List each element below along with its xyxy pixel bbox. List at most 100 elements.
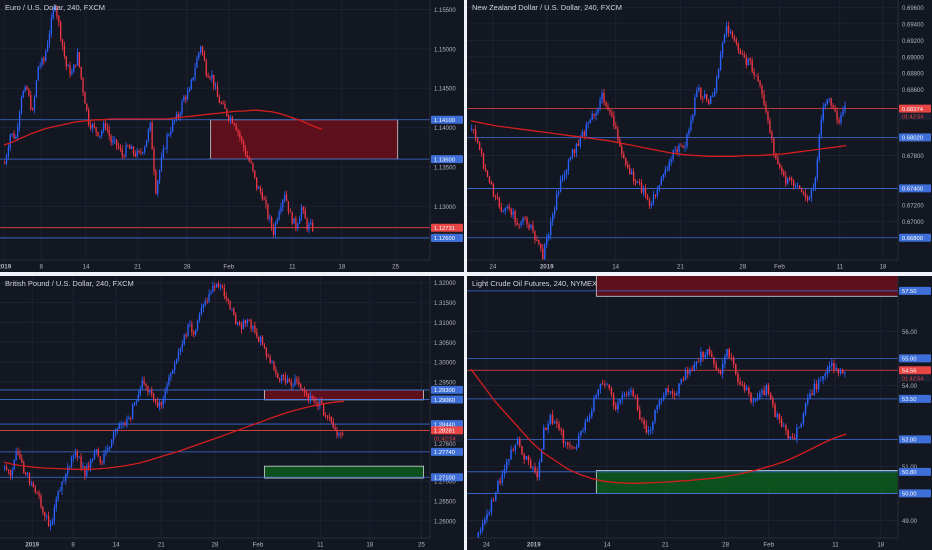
candle-body (738, 43, 739, 50)
candle-body (615, 126, 616, 129)
candle (199, 312, 200, 322)
candle (61, 482, 62, 495)
candle-body (796, 428, 798, 439)
candle-body (127, 145, 128, 146)
candle (185, 95, 186, 104)
candle (567, 441, 569, 449)
candle (748, 58, 749, 66)
candle-body (331, 417, 332, 421)
candle (209, 76, 210, 81)
candle-body (641, 419, 643, 420)
candle-body (518, 225, 519, 226)
candle-body (536, 240, 537, 241)
candle-body (282, 200, 283, 207)
candle (155, 169, 156, 195)
time-axis-background (0, 538, 464, 550)
candle-body (680, 379, 682, 383)
candle-body (829, 98, 830, 99)
candle-body (811, 394, 813, 396)
chart-canvas-gbpusd[interactable]: 1.320001.315001.310001.305001.300001.295… (0, 276, 464, 550)
candle (56, 496, 57, 511)
candle-body (569, 445, 571, 447)
candle-body (39, 65, 40, 66)
candle-body (32, 109, 33, 110)
candle (759, 80, 760, 89)
candle-body (718, 70, 719, 78)
time-axis-tick-label: 11 (837, 264, 844, 271)
candle (672, 149, 673, 162)
candle-body (34, 97, 35, 110)
candle-body (245, 148, 246, 155)
chart-pane-crude-oil[interactable]: 56.0054.0051.0049.0057.5055.0054.5601:42… (467, 276, 932, 550)
candle (807, 394, 809, 407)
candle (560, 176, 561, 193)
candle (624, 392, 626, 398)
candle-body (291, 213, 292, 224)
candle (82, 77, 83, 96)
candle (565, 441, 567, 447)
candle-body (65, 474, 66, 481)
candle-body (748, 388, 750, 394)
candle (119, 422, 120, 429)
candle-body (305, 210, 306, 219)
candle-body (562, 177, 563, 180)
candle (499, 197, 500, 209)
candle (254, 322, 255, 335)
candle (689, 368, 691, 376)
candle (231, 309, 232, 312)
candle-body (79, 52, 80, 67)
candle (107, 123, 108, 133)
candle-body (534, 231, 535, 240)
candle (785, 171, 786, 187)
candle (629, 164, 630, 175)
chart-pane-gbpusd[interactable]: 1.32000 1.31500 1.31000 1.30500 1.30000 1.295… (0, 276, 464, 550)
candle (613, 392, 615, 409)
candle (635, 179, 636, 186)
candle (284, 191, 285, 203)
time-axis-tick-label: 18 (366, 542, 373, 549)
candle (572, 149, 573, 160)
candle (19, 110, 20, 131)
candle (566, 169, 567, 180)
chart-canvas-eurusd[interactable]: 1.155001.150001.145001.140001.135001.130… (0, 0, 464, 272)
candle-body (47, 44, 48, 52)
candle-body (110, 136, 111, 142)
candle-body (189, 89, 190, 92)
candle (134, 402, 135, 406)
candle-body (109, 130, 110, 136)
candle-body (632, 390, 634, 396)
candle-body (218, 284, 219, 287)
candle (306, 217, 307, 232)
candle-body (571, 446, 573, 447)
candle (526, 456, 528, 460)
chart-pane-nzdusd[interactable]: 0.69600 0.69400 0.69200 0.69000 0.68800 0.686… (467, 0, 932, 272)
candle (667, 385, 669, 394)
chart-pane-eurusd[interactable]: 1.15500 1.15000 1.14500 1.14000 1.13500 1.130… (0, 0, 464, 272)
candle-body (306, 219, 307, 230)
candle-body (608, 385, 610, 388)
chart-canvas-nzdusd[interactable]: 0.696000.694000.692000.690000.688000.686… (467, 0, 932, 272)
candle (700, 87, 701, 100)
candle-body (15, 137, 16, 139)
candle (73, 64, 74, 73)
candle-body (143, 380, 144, 383)
candle-body (528, 456, 530, 460)
candle (291, 378, 292, 390)
candle (680, 378, 682, 385)
candle (111, 439, 112, 448)
chart-canvas-crude-oil[interactable]: 56.0054.0051.0049.0057.5055.0054.5601:42… (467, 276, 932, 550)
candle (611, 109, 612, 118)
candle-body (488, 512, 490, 514)
candle-body (688, 130, 689, 135)
candle-body (587, 418, 589, 421)
candle-body (327, 416, 328, 417)
candle (538, 239, 539, 245)
candle (526, 216, 527, 228)
price-label-text: 1.27100 (434, 476, 455, 482)
candle-body (840, 369, 842, 373)
candle (15, 134, 16, 139)
level-price-label: 1.27100 (431, 473, 463, 481)
candle (21, 454, 22, 463)
candle (580, 431, 582, 439)
candle (151, 387, 152, 398)
